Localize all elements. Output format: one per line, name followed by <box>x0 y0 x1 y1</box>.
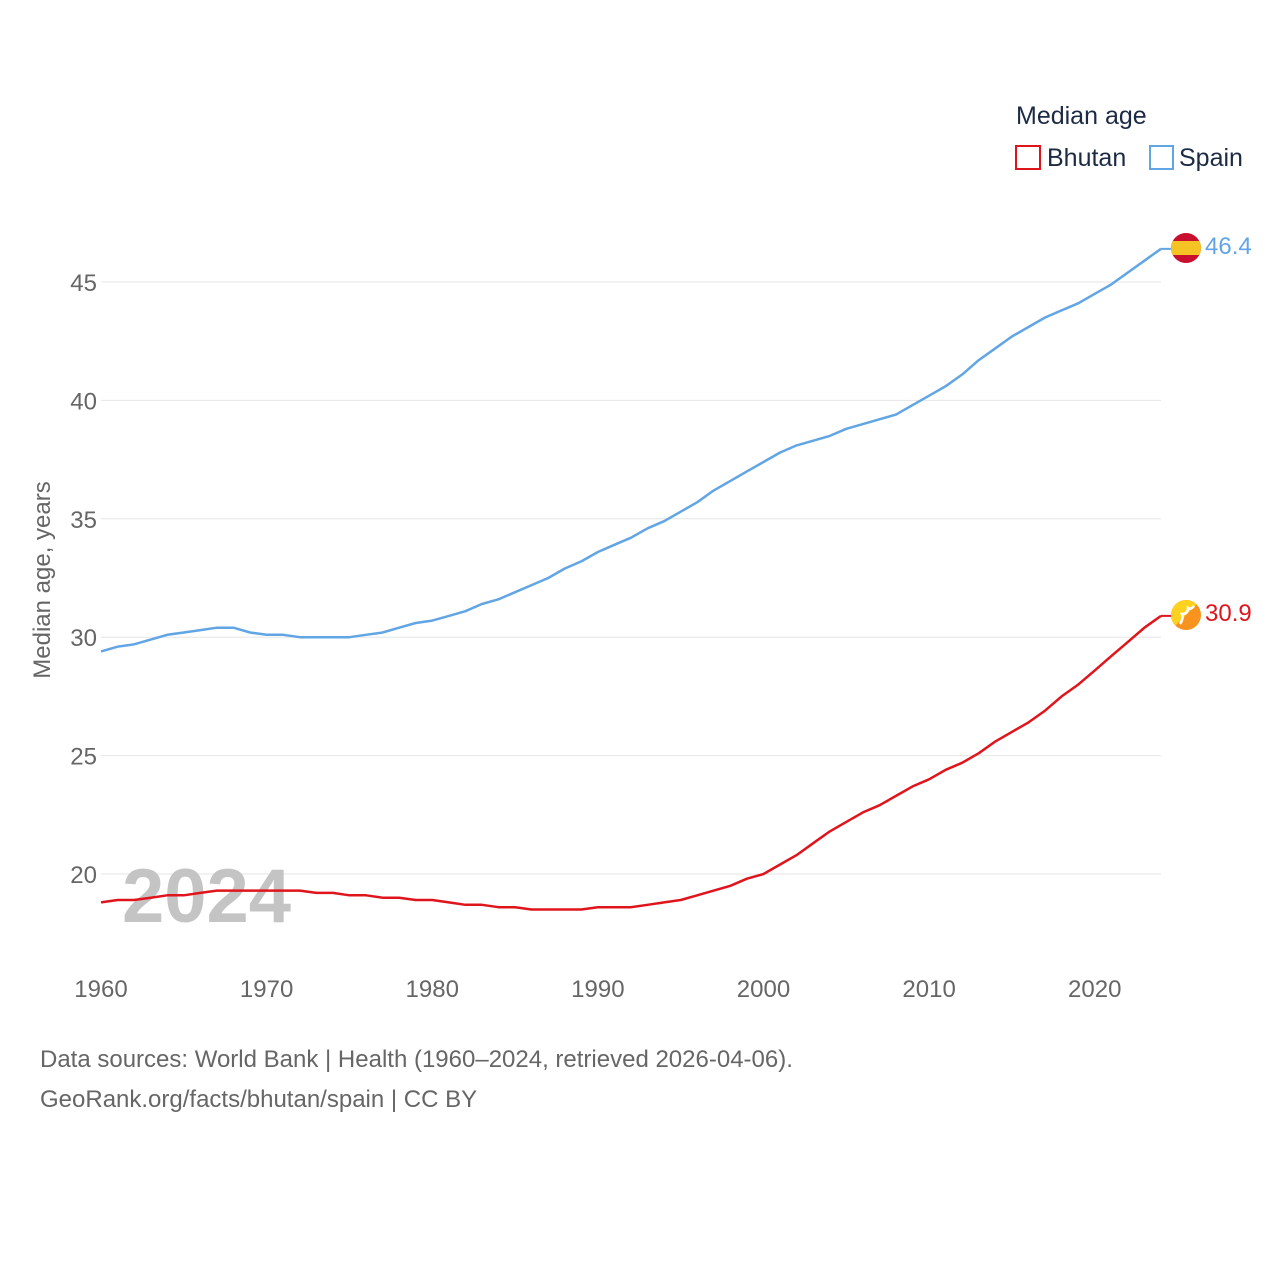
x-tick-label: 1960 <box>74 976 127 1003</box>
y-axis-ticks: 20 25 30 35 40 45 <box>70 270 97 889</box>
x-tick-label: 1990 <box>571 976 624 1003</box>
legend-label-spain: Spain <box>1179 144 1243 172</box>
x-tick-label: 2020 <box>1068 976 1121 1003</box>
series-layer <box>100 247 1172 911</box>
y-tick-label: 25 <box>70 744 97 771</box>
legend-label-bhutan: Bhutan <box>1047 144 1126 172</box>
y-tick-label: 45 <box>70 270 97 297</box>
y-tick-label: 30 <box>70 625 97 652</box>
x-tick-label: 1980 <box>406 976 459 1003</box>
bhutan-end-value: 30.9 <box>1205 600 1252 627</box>
bhutan-flag-icon <box>1171 600 1201 630</box>
y-axis-title: Median age, years <box>29 481 56 678</box>
footer: Data sources: World Bank | Health (1960–… <box>40 1040 793 1120</box>
spain-end-value: 46.4 <box>1205 233 1252 260</box>
legend-swatch-spain <box>1149 145 1174 170</box>
year-watermark: 2024 <box>122 854 291 939</box>
legend-item-spain[interactable]: Spain <box>1149 144 1243 172</box>
legend-title: Median age <box>1016 102 1147 130</box>
legend: Median age Bhutan Spain <box>1015 102 1243 172</box>
spain-flag-icon <box>1171 233 1201 263</box>
y-tick-label: 40 <box>70 388 97 415</box>
legend-item-bhutan[interactable]: Bhutan <box>1015 144 1126 172</box>
series-line-spain[interactable] <box>100 247 1162 653</box>
y-tick-label: 20 <box>70 862 97 889</box>
y-tick-label: 35 <box>70 507 97 534</box>
x-axis-ticks: 1960 1970 1980 1990 2000 2010 2020 <box>74 976 1121 1003</box>
gridlines <box>101 281 1161 875</box>
source-link[interactable]: GeoRank.org/facts/bhutan/spain | CC BY <box>40 1086 478 1113</box>
x-tick-label: 1970 <box>240 976 293 1003</box>
x-tick-label: 2000 <box>737 976 790 1003</box>
series-line-bhutan[interactable] <box>100 614 1162 911</box>
median-age-chart: 20 25 30 35 40 45 1960 1970 1980 1990 2000 2010 202… <box>29 102 1252 1003</box>
x-tick-label: 2010 <box>902 976 955 1003</box>
data-source-note: Data sources: World Bank | Health (1960–… <box>40 1046 793 1073</box>
legend-swatch-bhutan <box>1015 145 1041 170</box>
